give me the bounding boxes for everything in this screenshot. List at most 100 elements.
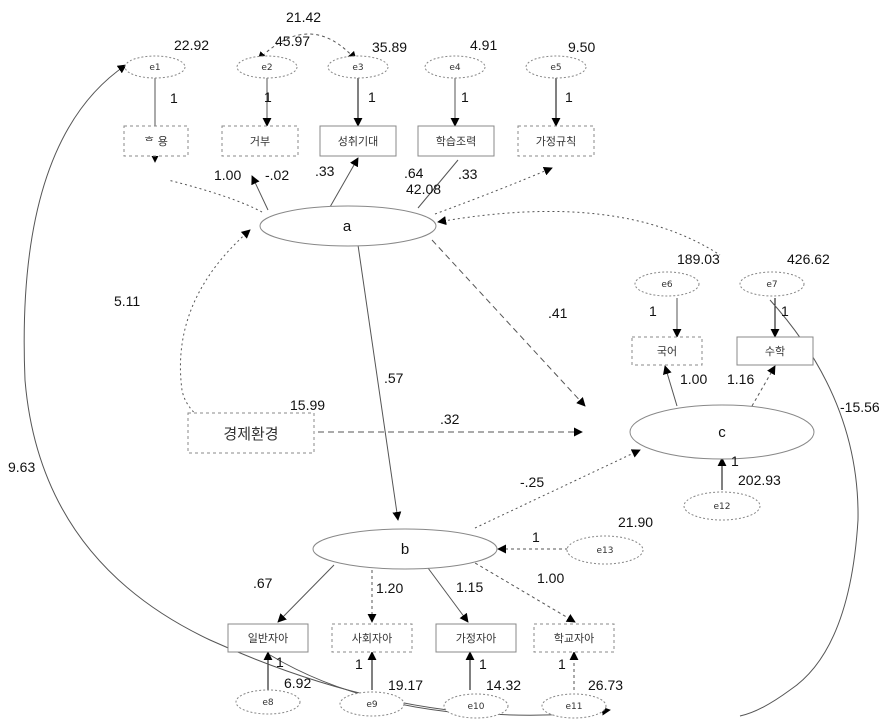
- b-to-c-path: [474, 449, 641, 529]
- indicator-math-label: 수학: [765, 345, 785, 358]
- c-to-korean-path: [663, 365, 678, 407]
- indicator-rules-label: 가정규칙: [536, 135, 576, 148]
- variance-e2: 45.97: [275, 33, 310, 49]
- a-to-accept-path: [167, 179, 263, 213]
- indicator-econ-label: 경제환경: [223, 425, 278, 443]
- latent-b: [312, 528, 498, 570]
- a-econ-covariance: [179, 229, 251, 429]
- indicator-reject-label: 거부: [250, 135, 270, 148]
- error-e6-label: e6: [661, 280, 673, 290]
- error-e4-label: e4: [449, 63, 461, 73]
- indicator-accept: [123, 125, 189, 157]
- variance-e4: 4.91: [470, 37, 497, 53]
- latent-b-label: b: [401, 541, 409, 558]
- e1-e11-covariance: [23, 64, 611, 716]
- error-e12-label: e12: [714, 502, 731, 512]
- indicator-social-self: [331, 623, 413, 653]
- variance-econ: 15.99: [290, 397, 325, 413]
- error-e7: [739, 271, 805, 297]
- coef-e2-loading: 1: [264, 89, 272, 105]
- variance-e12: 202.93: [738, 472, 781, 488]
- connection-lines: [23, 33, 859, 717]
- error-e11: [541, 693, 607, 719]
- coef-b-social: 1.20: [376, 580, 403, 596]
- b-to-family-path: [427, 567, 469, 623]
- coef-a-c: .41: [548, 305, 568, 321]
- indicator-study-label: 학습조력: [436, 135, 476, 148]
- error-e3: [327, 55, 389, 79]
- error-e10-label: e10: [468, 702, 485, 712]
- indicator-social-self-label: 사회자아: [352, 632, 392, 645]
- coef-e8-loading: 1: [276, 654, 284, 670]
- c-to-math-path: [751, 365, 776, 407]
- coef-a-study: .64: [404, 165, 424, 181]
- coef-a-reject: -.02: [265, 167, 289, 183]
- indicator-math: [736, 336, 814, 366]
- variance-e6: 189.03: [677, 251, 720, 267]
- indicator-achieve-label: 성취기대: [338, 135, 378, 148]
- coef-a-achieve: .33: [315, 163, 335, 179]
- error-e9-label: e9: [366, 700, 378, 710]
- indicator-reject: [221, 125, 299, 157]
- coef-e7-e10-cov: -15.56: [840, 399, 880, 415]
- latent-c: [629, 404, 815, 460]
- indicator-korean: [631, 336, 703, 366]
- indicator-korean-label: 국어: [657, 345, 677, 358]
- variance-e13: 21.90: [618, 514, 653, 530]
- variance-a: 42.08: [406, 181, 441, 197]
- coef-b-family: 1.15: [456, 579, 483, 595]
- indicator-rules: [517, 125, 595, 157]
- variance-e11: 26.73: [588, 677, 623, 693]
- error-e8-label: e8: [262, 698, 274, 708]
- variance-e7: 426.62: [787, 251, 830, 267]
- variance-e10: 14.32: [486, 677, 521, 693]
- latent-a: [259, 205, 437, 247]
- coef-e1-loading: 1: [170, 90, 178, 106]
- error-e9: [339, 691, 405, 717]
- coef-a-accept: 1.00: [214, 167, 241, 183]
- indicator-family-self: [435, 623, 517, 653]
- coef-a-econ-cov: 5.11: [114, 293, 140, 309]
- indicator-general-self-label: 일반자아: [248, 631, 288, 645]
- error-e11-label: e11: [566, 702, 583, 712]
- indicator-accept-label: ᄒ 용: [144, 135, 168, 148]
- coef-e2-e3-cov: 21.42: [286, 9, 321, 25]
- error-e2: [236, 55, 298, 79]
- error-e8: [235, 689, 301, 715]
- indicator-achieve: [319, 125, 397, 157]
- error-e13-label: e13: [597, 546, 614, 556]
- variance-e1: 22.92: [174, 37, 209, 53]
- coef-econ-c: .32: [440, 411, 460, 427]
- coef-e11-loading: 1: [558, 656, 566, 672]
- error-e5: [525, 55, 587, 79]
- coef-b-general: .67: [253, 575, 273, 591]
- error-e5-label: e5: [550, 63, 561, 73]
- latent-c-label: c: [718, 424, 726, 441]
- coef-e10-loading: 1: [479, 656, 487, 672]
- coef-e3-loading: 1: [368, 89, 376, 105]
- indicator-school-self: [533, 623, 615, 653]
- b-to-general-path: [277, 564, 335, 623]
- error-e1: [124, 55, 186, 79]
- error-e4: [424, 55, 486, 79]
- indicator-family-self-label: 가정자아: [456, 632, 496, 645]
- coef-e1-e11-cov: 9.63: [8, 459, 35, 475]
- coef-b-school: 1.00: [537, 570, 564, 586]
- error-e2-label: e2: [261, 63, 272, 73]
- variance-e3: 35.89: [372, 39, 407, 55]
- coef-e13-loading: 1: [532, 529, 540, 545]
- latent-a-label: a: [343, 218, 352, 235]
- error-e3-label: e3: [352, 63, 363, 73]
- coef-a-b: .57: [384, 370, 404, 386]
- error-e10: [443, 693, 509, 719]
- coef-e5-loading: 1: [565, 89, 573, 105]
- indicator-study: [417, 125, 495, 157]
- coef-b-c: -.25: [520, 474, 544, 490]
- indicator-econ: [187, 412, 315, 454]
- error-e1-label: e1: [149, 63, 160, 73]
- error-e12: [683, 491, 761, 521]
- variance-e9: 19.17: [388, 677, 423, 693]
- error-e7-label: e7: [766, 280, 777, 290]
